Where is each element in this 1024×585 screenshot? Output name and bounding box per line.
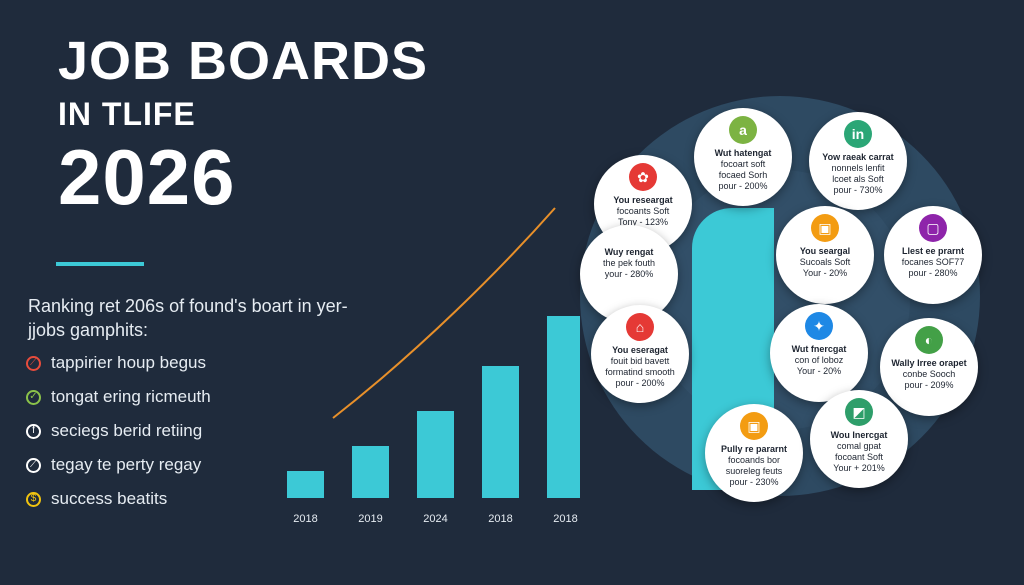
- feature-label: tongat ering ricmeuth: [51, 387, 211, 406]
- bubble-text: focanes SOF77: [901, 257, 965, 267]
- bar-0: [287, 471, 324, 498]
- subtitle: Ranking ret 206s of found's boart in yer…: [28, 296, 348, 341]
- bubble-text: pour - 200%: [615, 378, 665, 388]
- bubble-text: focoant Soft: [834, 452, 884, 462]
- bar-3: [482, 366, 519, 498]
- feature-label: success beatits: [51, 489, 168, 508]
- job-board-bubble: ▣ You seargal Sucoals Soft Your - 20%: [776, 206, 874, 304]
- job-board-bubble: a Wut hatengat focoart soft focaed Sorh pour…: [694, 108, 792, 206]
- bubble-text: con of loboz: [794, 355, 844, 365]
- job-board-bubble: ▢ Llest ee prarnt focanes SOF77 pour - 280%: [884, 206, 982, 304]
- feature-item: ⟋ tappirier houp begus: [26, 346, 211, 380]
- x-tick-label: 2024: [423, 513, 447, 525]
- title-line-2: IN TLIFE: [58, 96, 196, 132]
- red-shop-icon: ⌂: [626, 313, 654, 341]
- x-tick-label: 2018: [293, 513, 317, 525]
- bubble-text: formatind smooth: [605, 367, 675, 377]
- bubble-text: your - 280%: [604, 269, 654, 279]
- bubble-text: pour - 230%: [729, 477, 779, 487]
- f-letter-icon: f: [26, 423, 41, 439]
- bubble-text: focoands bor: [727, 455, 781, 465]
- red-badge-icon: ✿: [629, 163, 657, 191]
- trend-line: [332, 207, 556, 419]
- bubble-text: Wou Inercgat: [830, 430, 888, 440]
- job-board-bubble: in Yow raeak carrat nonnels lenfit lcoet al…: [809, 112, 907, 210]
- job-board-bubble: ▣ Pully re pararnt focoands bor suoreleg fe…: [705, 404, 803, 502]
- compass-icon: ⟋: [26, 355, 41, 371]
- job-board-bubble: ✦ Wut fnercgat con of loboz Your - 20%: [770, 304, 868, 402]
- bubble-text: Tony - 123%: [617, 217, 669, 227]
- bubble-text: Wally Irree orapet: [891, 358, 967, 368]
- title-line-1: JOB BOARDS: [58, 31, 429, 91]
- bubble-text: nonnels lenfit: [831, 163, 885, 173]
- bubble-text: Your - 20%: [796, 366, 842, 376]
- bubble-text: Wut fnercgat: [791, 344, 847, 354]
- green-circle-icon: ◐: [915, 326, 943, 354]
- twitter-icon: ✦: [805, 312, 833, 340]
- bubble-text: Wut hatengat: [714, 148, 772, 158]
- bar-2: [417, 411, 454, 498]
- bubble-text: pour - 209%: [904, 380, 954, 390]
- tag-icon: ⟋: [26, 457, 41, 473]
- bubble-text: comal gpat: [836, 441, 882, 451]
- feature-item: f seciegs berid retiing: [26, 414, 211, 448]
- x-tick-label: 2018: [553, 513, 577, 525]
- feature-item: ⟋ tegay te perty regay: [26, 448, 211, 482]
- x-tick-label: 2018: [488, 513, 512, 525]
- bubble-text: pour - 280%: [908, 268, 958, 278]
- bubble-text: fouit bid bavett: [610, 356, 670, 366]
- bubble-text: conbe Sooch: [902, 369, 956, 379]
- bubble-text: pour - 730%: [833, 185, 883, 195]
- job-board-bubble: ⌂ You eseragat fouit bid bavett formatind s…: [591, 305, 689, 403]
- bar-chart: 2018 2019 2024 2018 2018: [287, 207, 580, 525]
- x-tick-label: 2019: [358, 513, 382, 525]
- feature-item: ✓ tongat ering ricmeuth: [26, 380, 211, 414]
- feature-item: $ success beatits: [26, 482, 211, 516]
- feature-label: seciegs berid retiing: [51, 421, 203, 440]
- title-line-3: 2026: [58, 133, 236, 221]
- bubble-text: suoreleg feuts: [725, 466, 783, 476]
- feature-label: tappirier houp begus: [51, 353, 207, 372]
- job-board-bubble: ◐ Wally Irree orapet conbe Sooch pour - 209…: [880, 318, 978, 416]
- bubble-text: focoart soft: [720, 159, 766, 169]
- bubble-text: Your + 201%: [833, 463, 885, 473]
- bar-1: [352, 446, 389, 498]
- bubble-text: Your - 20%: [802, 268, 848, 278]
- linkedin-icon: in: [844, 120, 872, 148]
- bar-4: [547, 316, 580, 498]
- feature-list: ⟋ tappirier houp begus ✓ tongat ering ricme…: [26, 346, 211, 516]
- bubble-text: You researgat: [613, 195, 673, 205]
- orange-box-icon: ▣: [740, 412, 768, 440]
- bubble-text: lcoet als Soft: [832, 174, 884, 184]
- purple-square-icon: ▢: [919, 214, 947, 242]
- bubble-text: the pek fouth: [602, 258, 656, 268]
- bubble-text: focaed Sorh: [718, 170, 768, 180]
- dollar-icon: $: [26, 491, 41, 507]
- bubble-text: Yow raeak carrat: [822, 152, 894, 162]
- check-icon: ✓: [26, 389, 41, 405]
- feature-label: tegay te perty regay: [51, 455, 202, 474]
- bubble-text: focoants Soft: [616, 206, 670, 216]
- bubble-text: Wuy rengat: [604, 247, 654, 257]
- bubble-text: You seargal: [799, 246, 851, 256]
- bubble-text: You eseragat: [612, 345, 668, 355]
- orange-square-icon: ▣: [811, 214, 839, 242]
- job-board-bubble: ◩ Wou Inercgat comal gpat focoant Soft Your …: [810, 390, 908, 488]
- bubble-text: Llest ee prarnt: [901, 246, 965, 256]
- amazon-icon: a: [729, 116, 757, 144]
- accent-divider: [56, 262, 144, 266]
- bubble-text: pour - 200%: [718, 181, 768, 191]
- bubble-text: Sucoals Soft: [799, 257, 851, 267]
- page-title: JOB BOARDS IN TLIFE 2026: [58, 34, 428, 216]
- green-chart-icon: ◩: [845, 398, 873, 426]
- bubble-text: Pully re pararnt: [720, 444, 788, 454]
